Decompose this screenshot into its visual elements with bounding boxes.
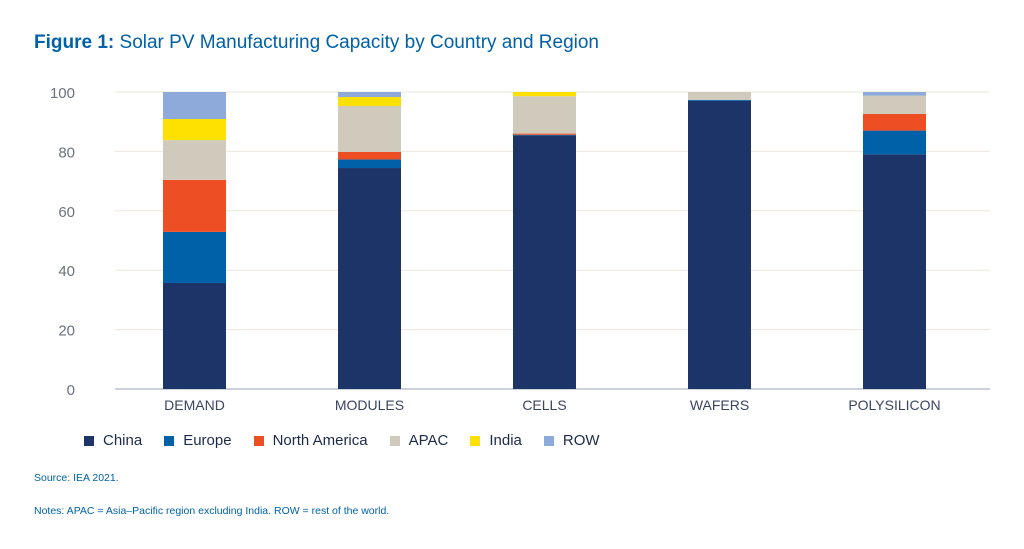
- bar-segment-apac: [863, 95, 926, 114]
- bar-segment-apac: [163, 140, 226, 180]
- legend-swatch: [470, 435, 481, 446]
- legend-item: ROW: [543, 432, 600, 449]
- bar-segment-north-america: [513, 133, 576, 135]
- bar-segment-india: [163, 119, 226, 141]
- legend-item: Europe: [164, 432, 232, 449]
- source-note: Source: IEA 2021.: [34, 472, 119, 484]
- legend-swatch: [84, 435, 94, 446]
- legend-item: North America: [253, 432, 368, 449]
- title-text: Solar PV Manufacturing Capacity by Count…: [119, 32, 599, 53]
- legend-label: ROW: [562, 432, 600, 449]
- legend-item: APAC: [389, 432, 449, 449]
- legend-swatch: [543, 435, 554, 446]
- y-tick-label: 20: [58, 323, 75, 340]
- x-tick-label: WAFERS: [690, 397, 749, 413]
- legend-item: China: [84, 432, 142, 449]
- legend-label: China: [103, 432, 143, 449]
- legend-label: APAC: [408, 432, 449, 449]
- bar-segment-row: [338, 92, 401, 98]
- x-tick-label: MODULES: [335, 397, 404, 413]
- bar-segment-row: [163, 92, 226, 120]
- bar-segment-apac: [338, 105, 401, 152]
- bar-segment-north-america: [863, 113, 926, 131]
- legend-swatch: [164, 435, 175, 446]
- bar-segment-north-america: [338, 151, 401, 160]
- bar-segment-india: [338, 97, 401, 106]
- x-tick-label: CELLS: [522, 397, 566, 413]
- bar-segment-china: [513, 135, 576, 389]
- x-tick-label: DEMAND: [164, 397, 225, 413]
- bar-segment-europe: [688, 100, 751, 101]
- figure-label: Figure 1:: [34, 32, 115, 53]
- bar-segment-europe: [863, 130, 926, 155]
- bar-segment-europe: [338, 159, 401, 169]
- bar-segment-china: [338, 168, 401, 389]
- y-tick-label: 60: [58, 204, 75, 221]
- x-tick-label: POLYSILICON: [848, 397, 940, 413]
- legend-item: India: [470, 432, 522, 449]
- legend-label: North America: [272, 432, 368, 449]
- legend-swatch: [389, 435, 400, 446]
- bar-segment-row: [863, 92, 926, 96]
- chart-title: Figure 1: Solar PV Manufacturing Capacit…: [34, 32, 599, 54]
- y-tick-label: 100: [50, 85, 75, 102]
- legend-swatch: [253, 435, 264, 446]
- bar-segment-india: [513, 92, 576, 97]
- bar-segment-china: [688, 100, 751, 389]
- y-tick-label: 0: [67, 382, 75, 399]
- legend-label: India: [489, 432, 522, 449]
- bar-segment-china: [863, 154, 926, 389]
- bar-segment-china: [163, 282, 226, 389]
- bar-segment-north-america: [163, 179, 226, 232]
- legend-label: Europe: [183, 432, 232, 449]
- bar-segment-apac: [688, 92, 751, 101]
- y-tick-label: 40: [58, 263, 75, 280]
- bar-segment-europe: [513, 134, 576, 136]
- bar-segment-europe: [163, 231, 226, 283]
- legend: China Europe North America APAC India ROW: [84, 432, 600, 449]
- notes: Notes: APAC = Asia–Pacific region exclud…: [34, 505, 390, 517]
- bar-segment-apac: [513, 96, 576, 134]
- y-tick-label: 80: [58, 144, 75, 161]
